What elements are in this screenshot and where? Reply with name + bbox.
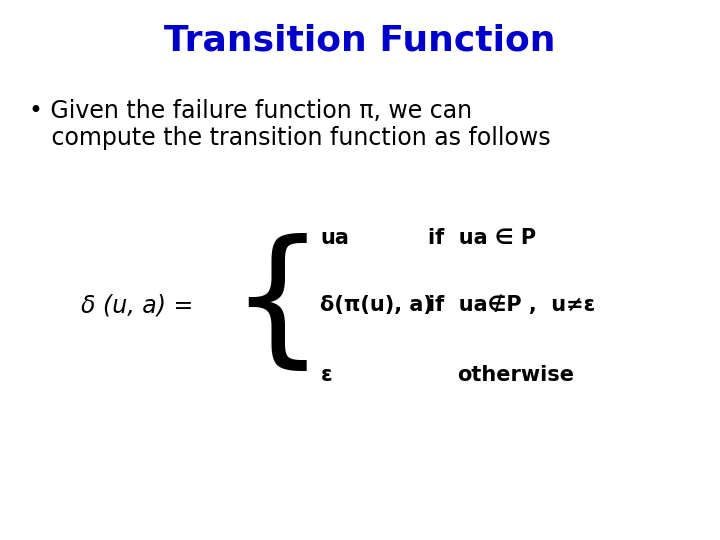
Text: • Given the failure function π, we can: • Given the failure function π, we can [29, 99, 472, 123]
Text: ε: ε [320, 365, 332, 386]
Text: {: { [230, 233, 325, 377]
Text: δ (u, a) =: δ (u, a) = [81, 293, 193, 317]
Text: otherwise: otherwise [457, 365, 575, 386]
Text: if  ua ∈ P: if ua ∈ P [428, 227, 536, 248]
Text: if  ua∉P ,  u≠ε: if ua∉P , u≠ε [428, 295, 595, 315]
Text: compute the transition function as follows: compute the transition function as follo… [29, 126, 550, 150]
Text: δ(π(u), a): δ(π(u), a) [320, 295, 433, 315]
Text: ua: ua [320, 227, 349, 248]
Text: Transition Function: Transition Function [164, 24, 556, 57]
